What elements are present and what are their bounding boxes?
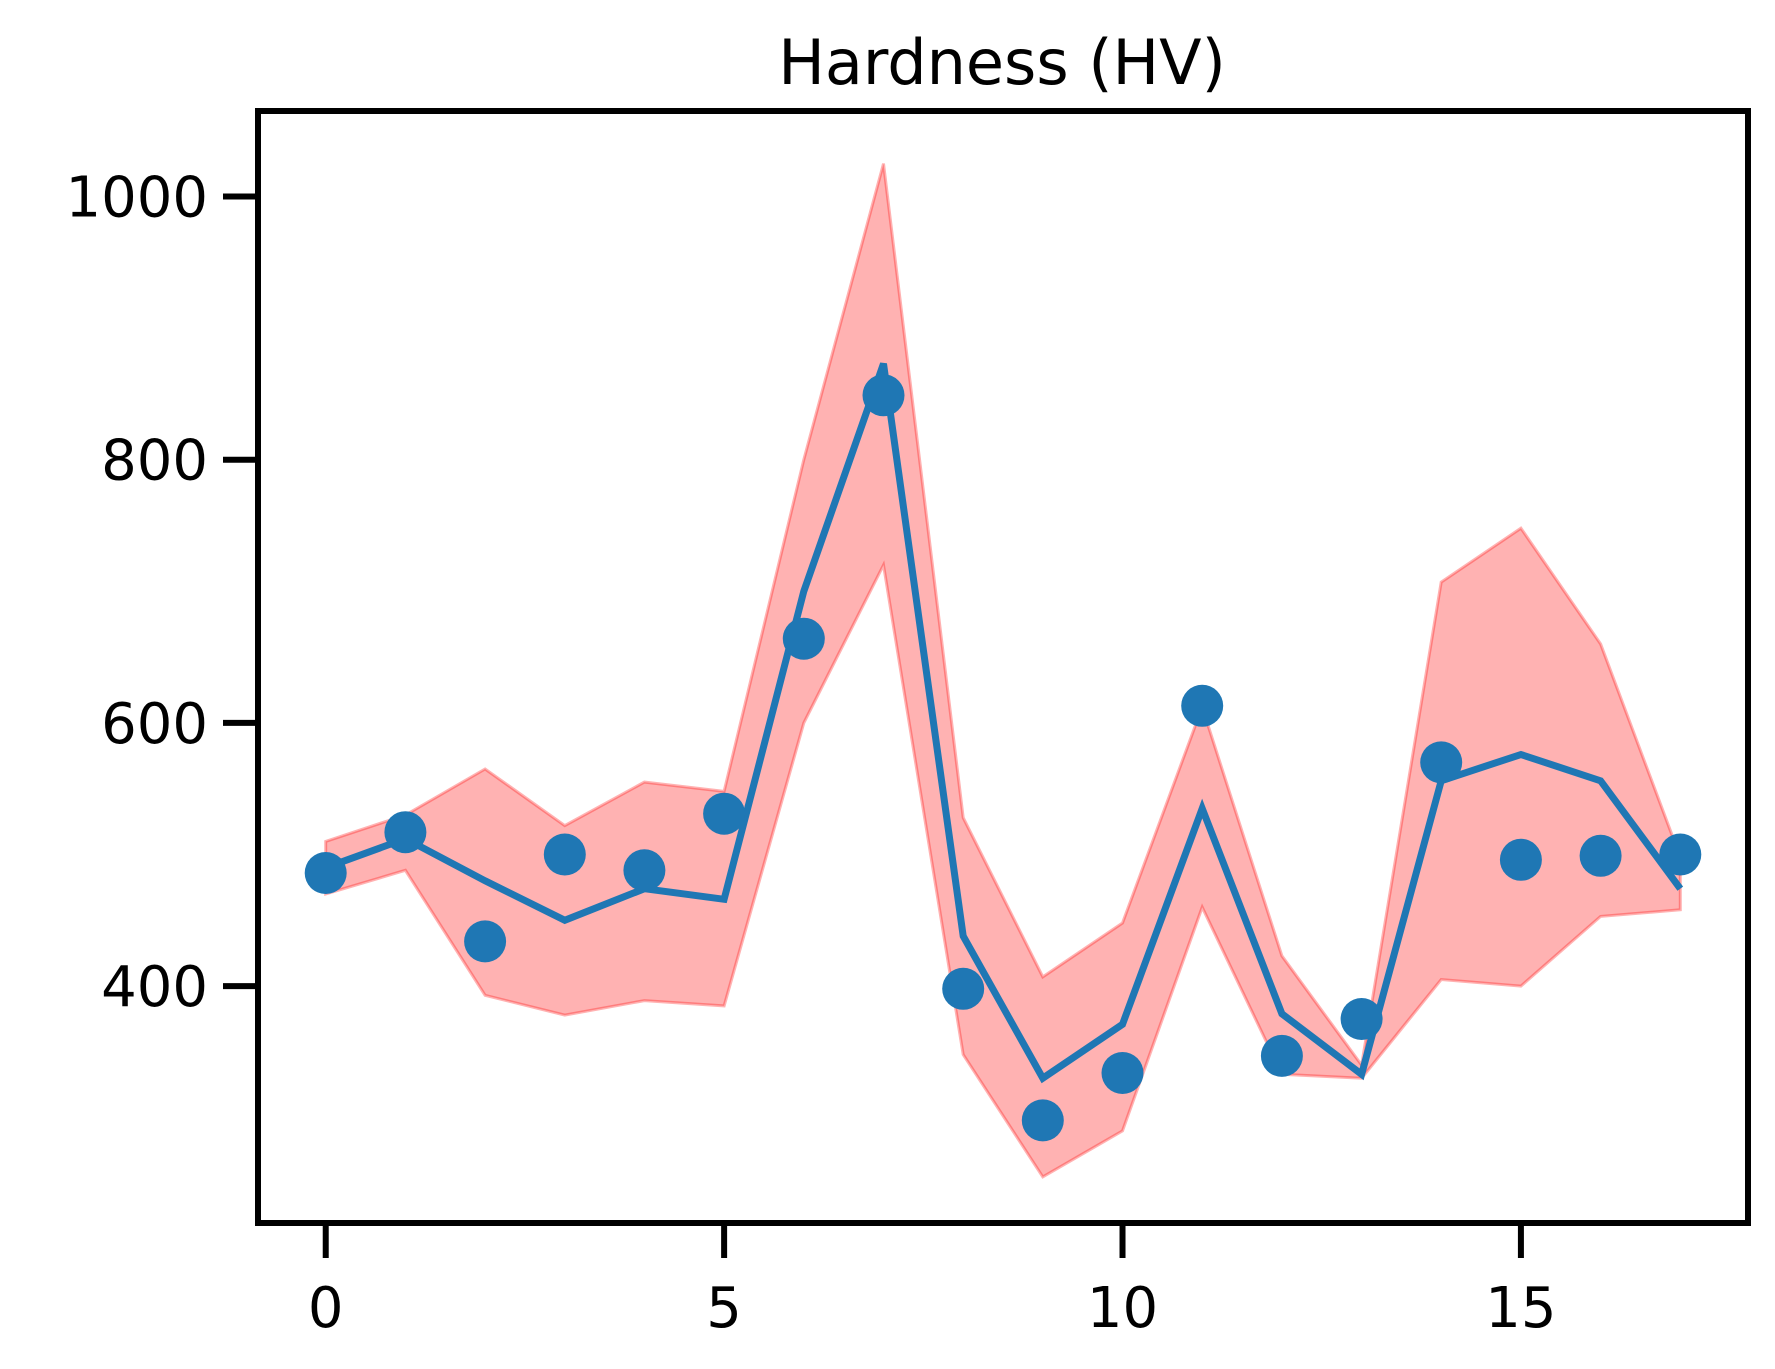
data-point [1101, 1052, 1144, 1094]
y-tick-label: 1000 [65, 166, 208, 231]
data-point [1420, 741, 1463, 784]
x-tick-label: 10 [1087, 1276, 1158, 1341]
chart-title: Hardness (HV) [778, 26, 1226, 99]
data-point [1659, 833, 1702, 876]
x-tick-label: 15 [1485, 1276, 1556, 1341]
y-tick-label: 600 [101, 692, 208, 757]
y-axis: 400 600 800 1000 [65, 166, 258, 1020]
uncertainty-band [324, 163, 1682, 1179]
data-point [942, 967, 985, 1010]
data-point [1260, 1034, 1303, 1077]
measured-points-layer [304, 374, 1702, 1142]
data-point [1499, 838, 1542, 881]
x-axis: 0 5 10 15 [308, 1223, 1557, 1341]
data-point [703, 792, 746, 835]
data-point [1021, 1099, 1064, 1142]
data-point [862, 374, 905, 417]
data-point [1579, 834, 1622, 877]
y-tick-label: 400 [101, 955, 208, 1020]
y-tick-label: 800 [101, 429, 208, 494]
data-point [384, 811, 427, 854]
data-point [543, 833, 586, 876]
plot-frame [255, 108, 1751, 1226]
data-point [782, 617, 825, 660]
data-point [464, 920, 507, 963]
data-point [1340, 998, 1383, 1040]
data-point [623, 849, 666, 892]
data-point [1181, 684, 1224, 727]
x-tick-label: 0 [308, 1276, 344, 1341]
uncertainty-band-layer [324, 163, 1682, 1179]
data-point [304, 852, 347, 894]
x-tick-label: 5 [706, 1276, 742, 1341]
